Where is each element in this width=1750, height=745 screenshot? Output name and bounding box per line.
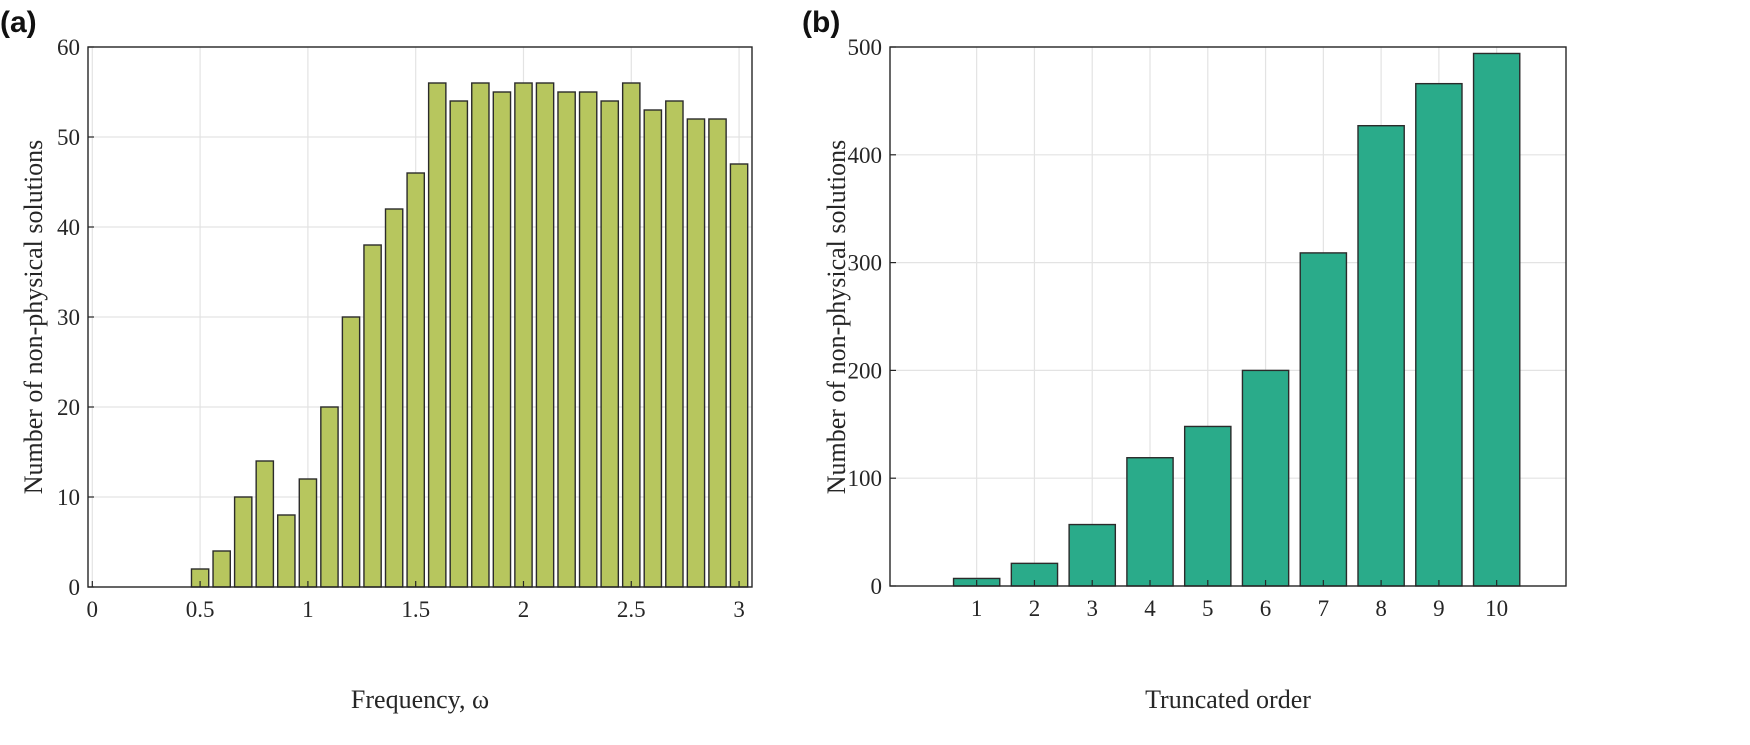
panel-label-a: (a) [0,6,37,39]
panel-label-b: (b) [802,6,840,39]
bar [600,100,620,588]
bar [665,100,684,588]
bar [557,91,576,588]
bar [1472,52,1521,587]
y-tick-label: 500 [848,35,883,60]
bar [406,172,426,588]
y-tick-label: 0 [69,575,81,600]
bar [277,514,296,588]
bar [578,91,598,588]
bar [708,118,727,588]
y-axis-label-b: Number of non-physical solutions [822,140,851,495]
bar [212,550,231,588]
bar [255,460,275,588]
x-tick-label: 10 [1485,596,1508,621]
bar [1126,457,1174,587]
bar [427,82,447,588]
y-tick-label: 300 [848,251,883,276]
x-tick-label: 1 [971,596,983,621]
bar [449,100,469,588]
x-tick-label: 1 [302,597,314,622]
bar [341,316,361,588]
bar [233,496,253,588]
bar [1241,369,1290,587]
y-axis-label-a: Number of non-physical solutions [19,140,48,495]
bar [1299,252,1348,587]
bar [363,244,382,588]
bar [298,478,318,588]
y-tick-label: 10 [57,485,80,510]
bar [471,82,490,588]
x-tick-label: 2 [518,597,530,622]
x-tick-label: 1.5 [401,597,430,622]
x-tick-label: 7 [1318,596,1330,621]
axes-frame [889,46,1567,587]
x-tick-label: 2 [1029,596,1041,621]
x-tick-label: 8 [1375,596,1387,621]
bar [384,208,404,588]
bar [1415,82,1463,587]
x-tick-label: 3 [1086,596,1098,621]
y-tick-label: 200 [848,358,883,383]
x-tick-label: 5 [1202,596,1214,621]
x-tick-label: 0 [87,597,99,622]
chart-a: (a) Frequency, ω Number of non-physical … [0,6,753,714]
bar [686,118,706,588]
y-tick-label: 40 [57,215,80,240]
y-tick-label: 20 [57,395,80,420]
x-tick-label: 0.5 [186,597,215,622]
bar [643,109,663,588]
x-tick-label: 6 [1260,596,1272,621]
y-tick-label: 400 [848,143,883,168]
x-tick-label: 3 [733,597,745,622]
y-tick-label: 60 [57,35,80,60]
y-tick-label: 100 [848,466,883,491]
bar [621,82,641,588]
y-tick-label: 30 [57,305,80,330]
bar [535,82,555,588]
bar [729,163,749,588]
bar [492,91,512,588]
x-axis-label-a: Frequency, ω [351,685,489,714]
x-tick-label: 2.5 [617,597,646,622]
bar [320,406,339,588]
y-tick-label: 50 [57,125,80,150]
x-axis-label-b: Truncated order [1145,685,1311,714]
bar [514,82,533,588]
bar [1357,124,1405,587]
x-tick-label: 9 [1433,596,1445,621]
chart-b: (b) Truncated order Number of non-physic… [802,6,1567,714]
bar [1183,425,1232,587]
x-tick-label: 4 [1144,596,1156,621]
y-tick-label: 0 [871,574,883,599]
bar [1068,523,1117,587]
